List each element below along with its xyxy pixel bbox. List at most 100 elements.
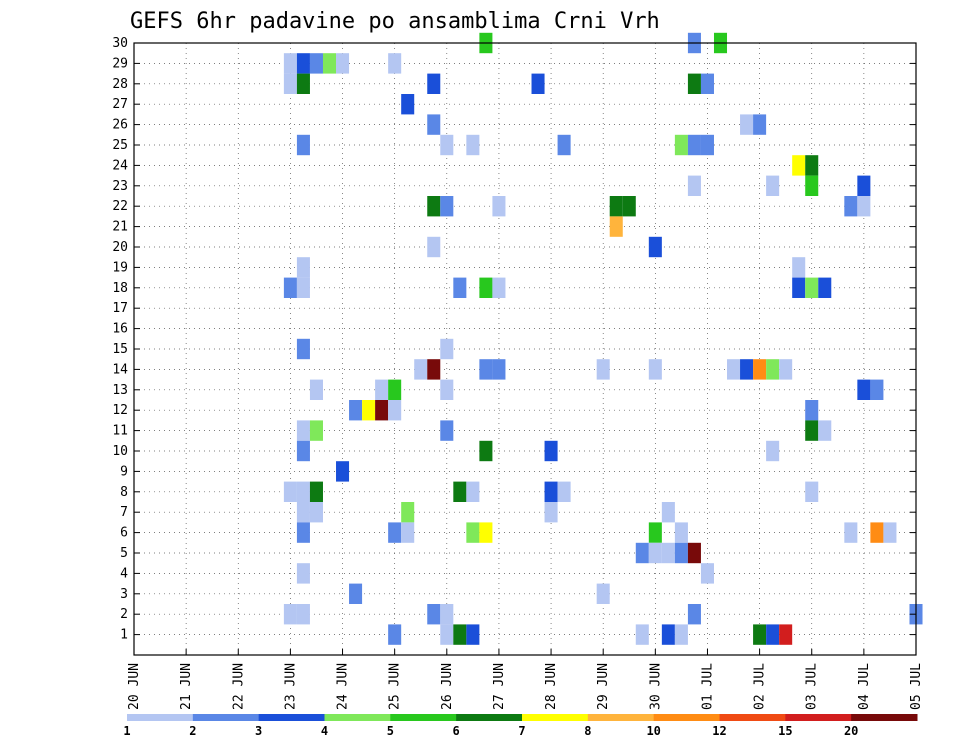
precip-cell (296, 502, 310, 523)
precip-cell (401, 502, 415, 523)
precip-cell (296, 134, 310, 156)
y-tick-label: 6 (120, 526, 128, 541)
precip-cell (296, 481, 310, 502)
precip-cell (674, 624, 688, 645)
x-tick-label: 21 JUN (179, 663, 194, 710)
precip-cell (466, 522, 480, 543)
precip-cell (466, 624, 480, 645)
precip-cell (388, 624, 402, 645)
y-tick-label: 15 (112, 342, 128, 357)
x-tick-label: 29 JUN (596, 663, 611, 710)
chart-title: GEFS 6hr padavine po ansamblima Crni Vrh (130, 9, 660, 34)
y-tick-label: 9 (120, 464, 128, 479)
precip-cell (544, 481, 558, 502)
colorbar-segment (785, 714, 852, 721)
y-tick-label: 7 (120, 505, 128, 520)
y-tick-label: 5 (120, 546, 128, 561)
precip-cell (296, 73, 310, 94)
colorbar-segment (719, 714, 786, 721)
precip-cell (479, 440, 493, 462)
precip-cell (687, 73, 701, 94)
x-tick-label: 30 JUN (648, 663, 663, 710)
precip-cell (661, 542, 675, 564)
precip-cell (740, 359, 754, 380)
precip-cell (870, 379, 884, 400)
precip-cell (388, 400, 402, 421)
precip-cell (635, 542, 649, 564)
cells-layer (283, 32, 923, 645)
y-tick-label: 23 (112, 179, 128, 194)
precip-cell (857, 175, 871, 196)
precip-cell (766, 440, 780, 462)
precip-cell (427, 196, 441, 217)
precip-cell (805, 175, 819, 196)
colorbar-label: 20 (844, 724, 858, 738)
colorbar-label: 2 (189, 724, 196, 738)
precip-cell (283, 481, 297, 502)
precip-cell (648, 236, 662, 258)
precip-cell (700, 563, 714, 584)
precip-cell (805, 481, 819, 502)
y-tick-label: 21 (112, 220, 128, 235)
colorbar-segment (258, 714, 325, 721)
precip-cell (349, 583, 363, 604)
x-tick-label: 26 JUN (440, 663, 455, 710)
precip-cell (296, 338, 310, 360)
precip-cell (792, 277, 806, 298)
precip-cell (309, 481, 323, 502)
colorbar-label: 5 (387, 724, 394, 738)
y-tick-label: 27 (112, 97, 128, 112)
precip-cell (492, 359, 506, 380)
colorbar-segment (192, 714, 260, 721)
precip-cell (818, 420, 832, 441)
precip-cell (349, 400, 363, 421)
precip-cell (557, 481, 571, 502)
y-tick-label: 20 (112, 240, 128, 255)
precip-cell (857, 379, 871, 400)
colorbar-segment (522, 714, 589, 721)
y-tick-label: 1 (120, 628, 128, 643)
precip-cell (609, 216, 623, 237)
precip-cell (479, 522, 493, 543)
y-tick-label: 24 (112, 158, 128, 173)
colorbar-label: 6 (453, 724, 460, 738)
precip-cell (753, 359, 767, 380)
y-tick-label: 17 (112, 301, 128, 316)
y-tick-label: 12 (112, 403, 128, 418)
colorbar-label: 10 (646, 724, 660, 738)
precip-cell (609, 196, 623, 217)
colorbar-label: 15 (778, 724, 792, 738)
precip-cell (388, 522, 402, 543)
colorbar-label: 8 (584, 724, 591, 738)
precip-cell (296, 277, 310, 298)
precip-cell (648, 542, 662, 564)
y-tick-label: 19 (112, 260, 128, 275)
precip-cell (296, 53, 310, 74)
precip-cell (648, 359, 662, 380)
precip-cell (661, 624, 675, 645)
precip-cell (766, 359, 780, 380)
precip-cell (596, 359, 610, 380)
precip-cell (687, 542, 701, 564)
precip-cell (687, 134, 701, 156)
precip-cell (440, 338, 454, 360)
precip-cell (388, 379, 402, 400)
precip-cell (414, 359, 428, 380)
precip-cell (283, 604, 297, 625)
precip-cell (296, 604, 310, 625)
precip-cell (283, 53, 297, 74)
colorbar: 1 2 3 4 5 6 7 8 10 12 15 20 (123, 714, 918, 738)
colorbar-segment (390, 714, 457, 721)
precip-cell (687, 604, 701, 625)
y-tick-label: 26 (112, 118, 128, 133)
precip-cell (805, 400, 819, 421)
precip-cell (661, 502, 675, 523)
precip-cell (401, 522, 415, 543)
precip-cell (309, 379, 323, 400)
precip-cell (388, 53, 402, 74)
precip-cell (427, 604, 441, 625)
precip-cell (635, 624, 649, 645)
y-tick-label: 22 (112, 199, 128, 214)
y-tick-label: 16 (112, 322, 128, 337)
